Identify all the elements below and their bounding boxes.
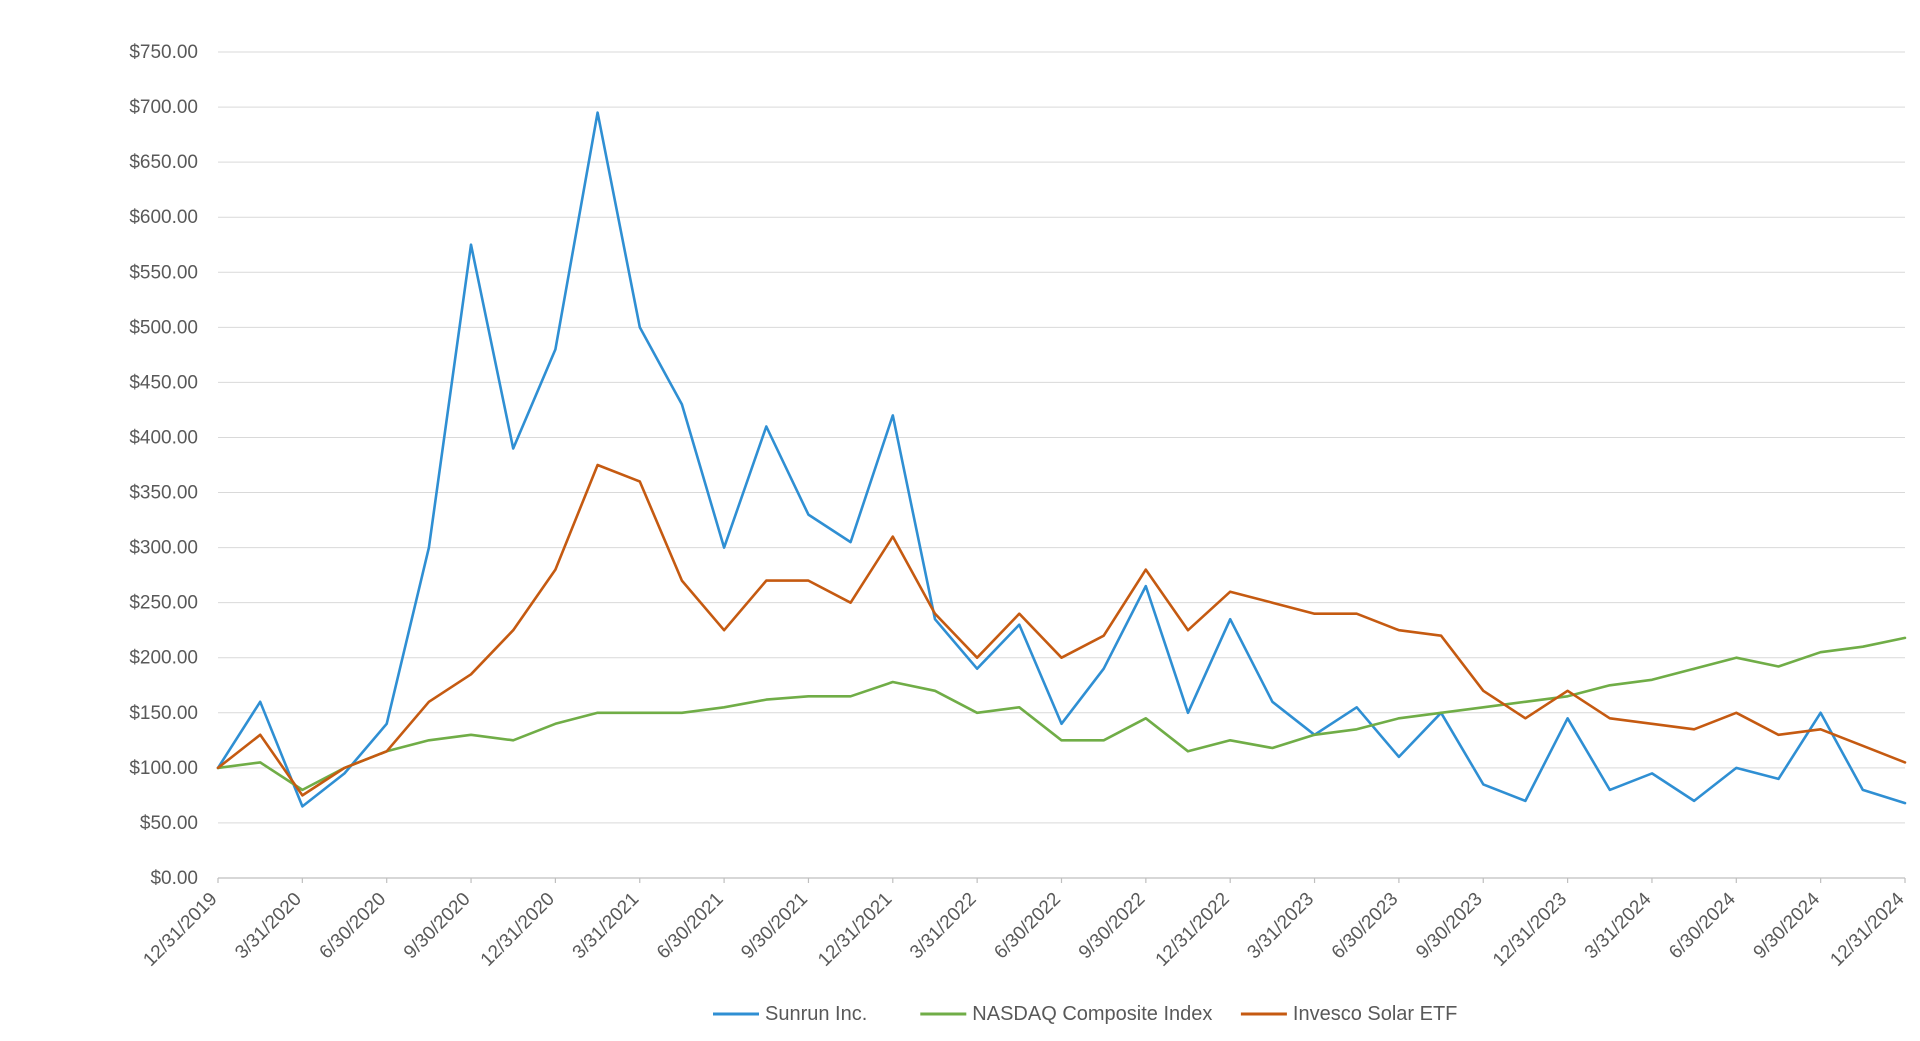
x-tick-label: 3/31/2020 xyxy=(231,889,306,964)
y-tick-label: $150.00 xyxy=(129,703,198,724)
series-lines xyxy=(216,111,1907,808)
y-tick-label: $700.00 xyxy=(129,97,198,118)
x-tick-label: 6/30/2021 xyxy=(653,889,728,964)
x-tick-label: 3/31/2021 xyxy=(569,889,644,964)
y-tick-label: $450.00 xyxy=(129,372,198,393)
y-tick-label: $650.00 xyxy=(129,152,198,173)
y-tick-label: $100.00 xyxy=(129,758,198,779)
x-tick-label: 12/31/2024 xyxy=(1826,888,1908,970)
x-tick-label: 9/30/2022 xyxy=(1075,889,1150,964)
gridlines xyxy=(218,51,1905,879)
x-tick-label: 12/31/2023 xyxy=(1489,889,1571,971)
x-tick-label: 12/31/2020 xyxy=(477,889,559,971)
y-tick-label: $50.00 xyxy=(140,813,198,834)
legend-label-sunrun-inc: Sunrun Inc. xyxy=(765,1003,867,1025)
legend-label-invesco-solar-etf: Invesco Solar ETF xyxy=(1293,1003,1458,1025)
x-tick-label: 3/31/2022 xyxy=(906,889,981,964)
y-tick-label: $550.00 xyxy=(129,262,198,283)
y-axis: $0.00 $50.00 $100.00 $150.00 $200.00 $250.00 $… xyxy=(129,42,198,889)
x-axis: 12/31/2019 3/31/2020 6/30/2020 9/30/2020 12/… xyxy=(139,878,1909,971)
x-tick-label: 12/31/2021 xyxy=(814,889,896,971)
x-tick-label: 9/30/2020 xyxy=(400,889,475,964)
y-tick-label: $350.00 xyxy=(129,483,198,504)
x-tick-label: 9/30/2024 xyxy=(1750,888,1825,963)
x-tick-label: 9/30/2023 xyxy=(1412,889,1487,964)
series-line-nasdaq-composite-index xyxy=(216,636,1907,792)
series-line-sunrun-inc xyxy=(216,111,1907,808)
y-tick-label: $500.00 xyxy=(129,317,198,338)
x-tick-label: 3/31/2023 xyxy=(1243,889,1318,964)
y-tick-label: $600.00 xyxy=(129,207,198,228)
x-tick-label: 9/30/2021 xyxy=(737,889,812,964)
x-tick-label: 6/30/2024 xyxy=(1665,888,1740,963)
x-tick-label: 6/30/2020 xyxy=(316,889,391,964)
legend-label-nasdaq-composite-index: NASDAQ Composite Index xyxy=(972,1003,1212,1025)
x-tick-label: 12/31/2022 xyxy=(1152,889,1234,971)
x-tick-label: 3/31/2024 xyxy=(1581,888,1656,963)
y-tick-label: $250.00 xyxy=(129,593,198,614)
x-tick-label: 12/31/2019 xyxy=(139,889,221,971)
y-tick-label: $200.00 xyxy=(129,648,198,669)
y-tick-label: $0.00 xyxy=(150,868,198,889)
y-tick-label: $400.00 xyxy=(129,427,198,448)
x-tick-label: 6/30/2023 xyxy=(1328,889,1403,964)
x-tick-label: 6/30/2022 xyxy=(990,889,1065,964)
legend: Sunrun Inc. NASDAQ Composite Index Invesco… xyxy=(713,1003,1457,1025)
series-line-invesco-solar-etf xyxy=(216,463,1907,797)
y-tick-label: $300.00 xyxy=(129,538,198,559)
y-tick-label: $750.00 xyxy=(129,42,198,63)
